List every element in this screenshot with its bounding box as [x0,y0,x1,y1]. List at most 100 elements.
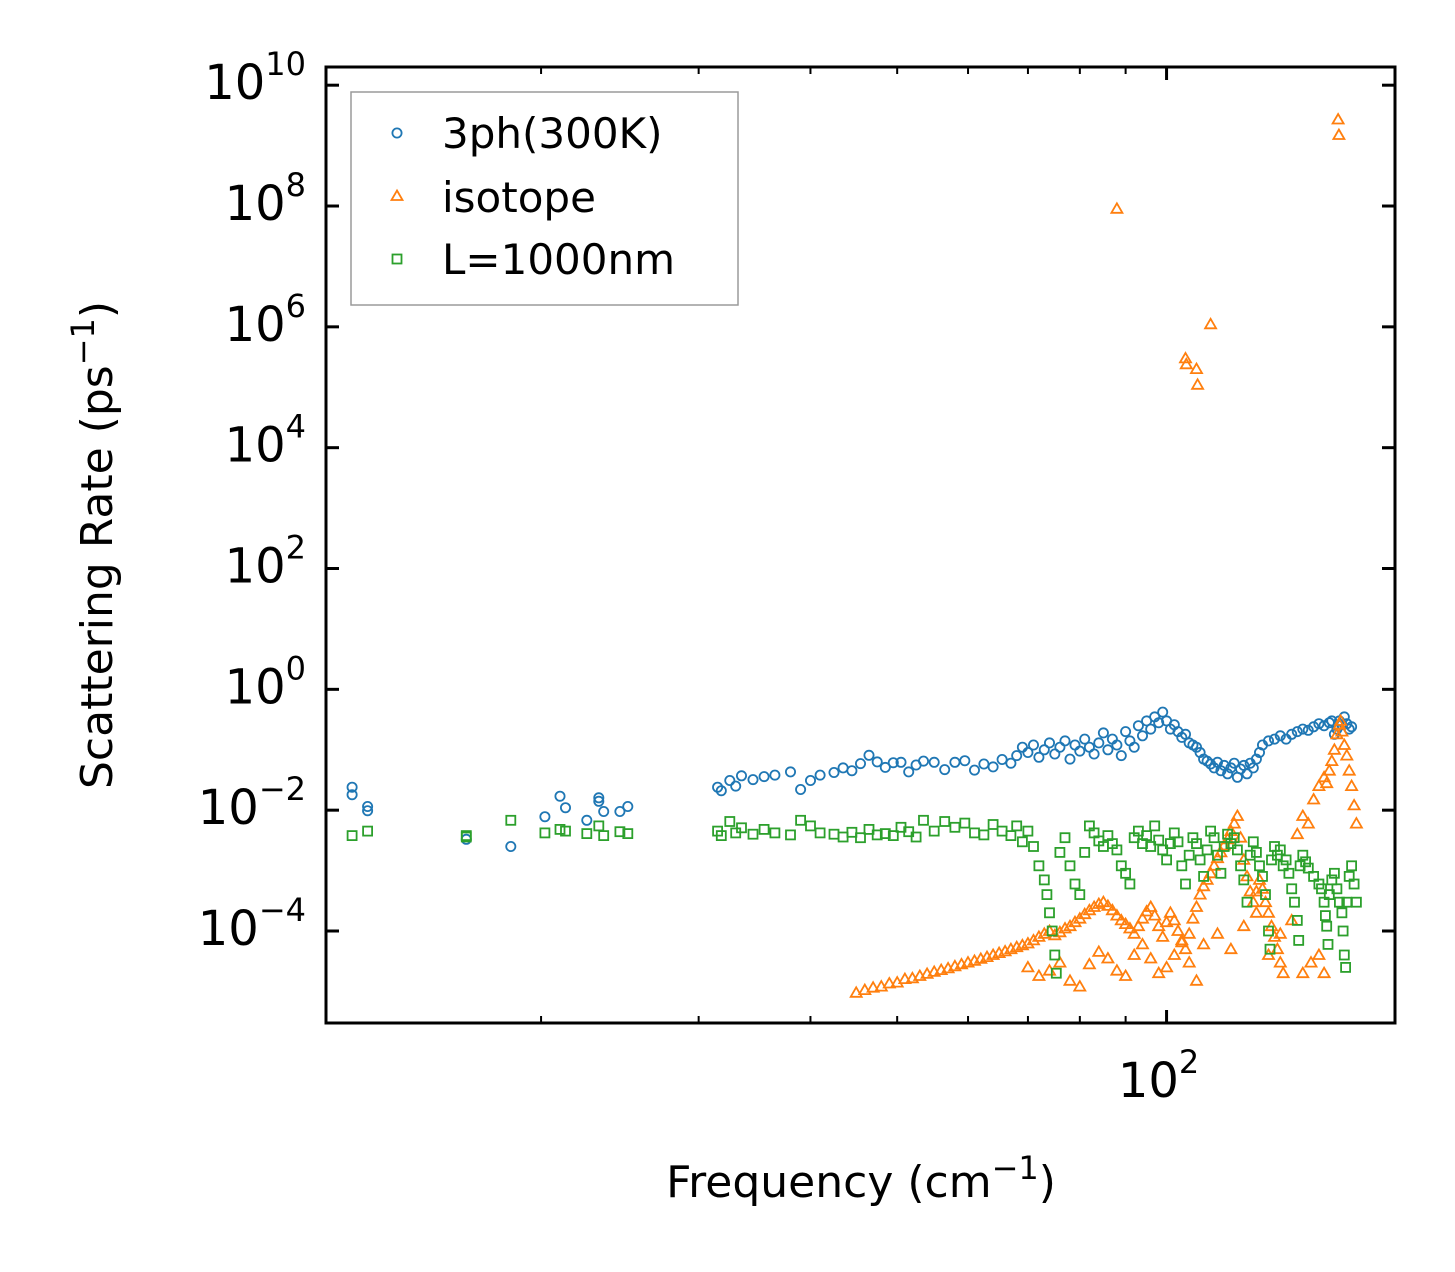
data-point-boundary [1286,883,1298,895]
data-point-boundary [887,830,899,841]
data-point-boundary [598,830,610,841]
data-point-isotope [1331,127,1346,140]
data-point-boundary [978,829,990,841]
data-point-boundary [622,828,634,839]
data-point-isotope [1109,908,1124,921]
chart-markers [346,112,1364,998]
data-point-isotope [1057,921,1073,934]
data-point-boundary [1172,836,1184,848]
data-point-boundary [1336,907,1348,919]
data-point-boundary [362,825,374,837]
data-point-boundary [1321,920,1333,932]
data-point-boundary [910,831,922,843]
y-tick-label: 104 [225,408,306,474]
data-point-isotope [1127,947,1142,960]
data-point-boundary [1300,856,1311,868]
y-axis-ticks: 10−4 10−2 100 102 104 106 108 1010 [198,45,1395,957]
data-point-boundary [1331,883,1343,895]
data-point-3ph [736,770,748,782]
data-point-3ph [1059,735,1071,747]
data-point-boundary [918,814,929,826]
data-point-boundary [715,830,727,841]
data-point-isotope [1174,935,1189,948]
data-point-3ph [346,789,358,801]
data-point-isotope [1178,351,1193,364]
data-point-isotope [1135,937,1150,950]
data-point-3ph [1346,721,1358,733]
data-point-boundary [1277,860,1289,872]
data-point-isotope [1295,965,1310,979]
data-point-boundary [871,829,883,841]
data-point-boundary [1011,820,1023,832]
data-point-boundary [1187,832,1199,844]
data-point-boundary [1274,844,1286,856]
y-tick-label: 10−4 [198,891,306,957]
data-point-boundary [969,827,980,839]
data-point-isotope [1264,918,1279,932]
data-point-isotope [1252,872,1267,885]
data-point-isotope [1020,960,1035,973]
data-point-boundary [846,826,858,838]
data-point-boundary [1111,844,1123,856]
data-point-isotope [882,976,897,989]
data-point-isotope [1091,896,1106,909]
data-point-boundary [724,816,736,827]
data-point-3ph [928,756,940,768]
data-point-3ph [887,757,899,769]
data-point-boundary [614,826,626,838]
data-point-3ph [598,806,610,818]
data-point-boundary [1254,860,1265,872]
data-point-isotope [1109,963,1124,976]
data-point-boundary [1124,878,1136,890]
data-point-isotope [1255,881,1270,894]
data-point-boundary [1316,883,1327,895]
data-point-3ph [978,758,990,770]
data-point-3ph [1097,727,1109,739]
data-point-isotope [1189,899,1204,912]
data-point-boundary [1247,836,1259,848]
data-point-isotope [1189,361,1204,375]
data-point-boundary [1205,825,1216,837]
data-point-isotope [1135,911,1150,924]
data-point-isotope [1174,933,1189,946]
data-point-isotope [1349,816,1364,829]
data-point-isotope [1143,951,1158,964]
data-point-boundary [1326,874,1338,886]
data-point-boundary [1244,849,1256,861]
data-point-isotope [1105,903,1120,916]
data-point-isotope [1143,899,1158,912]
y-tick-label: 108 [225,166,306,232]
data-point-boundary [1280,854,1292,866]
data-point-boundary [805,820,816,832]
data-point-isotope [1273,926,1288,939]
data-point-isotope [1151,965,1166,979]
data-point-boundary [769,827,781,839]
legend-label-3ph: 3ph(300K) [442,109,662,158]
data-point-boundary [1338,949,1350,961]
data-point-isotope [1155,929,1170,942]
data-point-boundary [1017,836,1028,848]
data-point-boundary [1208,832,1220,844]
data-point-isotope [1096,894,1111,908]
data-point-3ph [1132,720,1144,732]
data-point-isotope [1333,713,1348,726]
data-point-3ph [1064,753,1076,765]
data-point-isotope [1147,908,1162,921]
legend-label-isotope: isotope [442,173,596,222]
data-point-isotope [1031,968,1046,981]
data-point-3ph [846,765,858,777]
data-point-boundary [795,814,806,826]
data-point-3ph [1208,762,1220,774]
data-point-3ph [895,756,907,768]
data-point-3ph [593,792,605,804]
data-point-isotope [1344,778,1359,791]
data-point-boundary [828,828,840,840]
data-point-3ph [1049,748,1061,760]
data-point-boundary [1269,841,1280,852]
data-point-boundary [1334,896,1345,908]
y-tick-label: 106 [225,287,306,353]
data-point-isotope [1118,968,1133,981]
data-point-isotope [1196,879,1211,892]
legend-marker-isotope [389,188,405,201]
data-point-boundary [855,832,866,844]
